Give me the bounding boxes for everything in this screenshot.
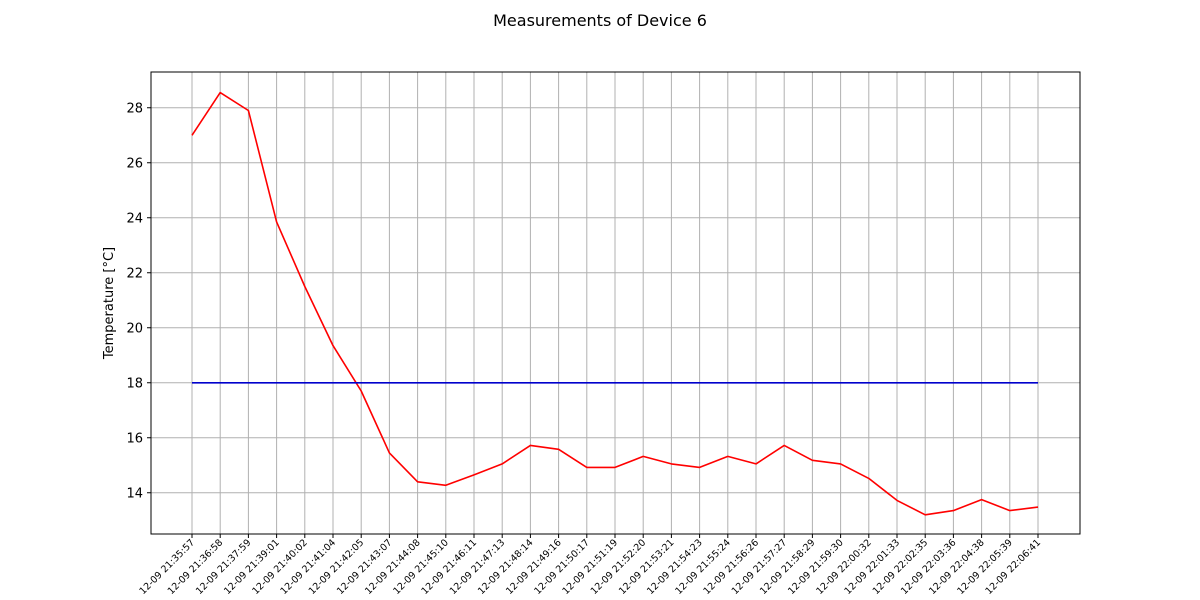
y-tick-label: 26 — [126, 156, 143, 171]
y-tick-label: 20 — [126, 321, 143, 336]
y-tick-label: 18 — [126, 376, 143, 391]
y-axis-label: Temperature [°C] — [102, 247, 117, 360]
y-tick-label: 28 — [126, 101, 143, 116]
chart-title: Measurements of Device 6 — [493, 11, 707, 30]
y-axis-ticks: 14 16 18 20 22 24 26 28 — [126, 101, 151, 501]
y-tick-label: 14 — [126, 486, 143, 501]
y-tick-label: 22 — [126, 266, 143, 281]
temperature-series-line — [191, 91, 1039, 516]
series-group — [191, 91, 1039, 516]
y-tick-label: 16 — [126, 431, 143, 446]
y-tick-label: 24 — [126, 211, 143, 226]
grid-lines — [151, 72, 1080, 534]
